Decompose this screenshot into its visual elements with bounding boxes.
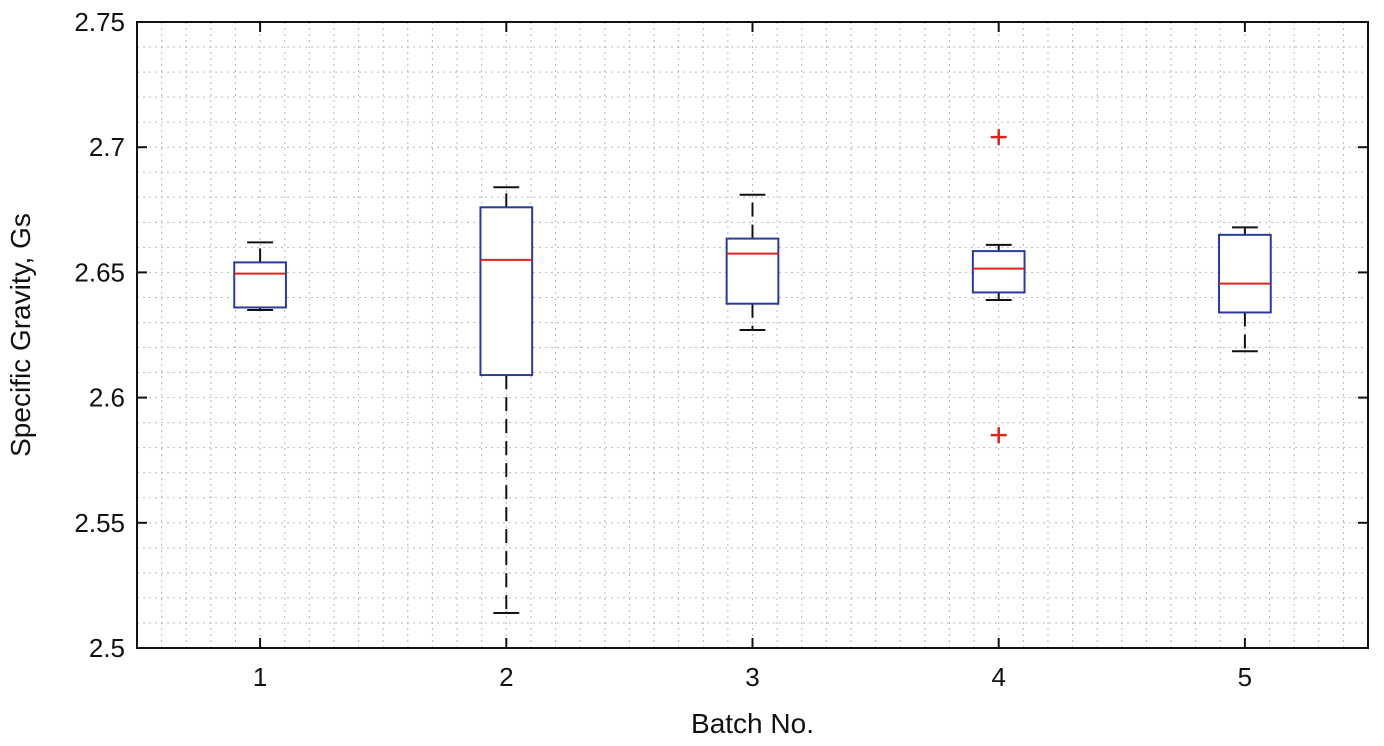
box-series [233, 129, 1272, 614]
box-batch-1 [233, 241, 287, 311]
iqr-box [1218, 233, 1272, 314]
x-tick-label: 1 [253, 662, 267, 692]
x-axis-label: Batch No. [691, 708, 814, 739]
outlier-marker [990, 129, 1007, 146]
y-tick-label: 2.65 [74, 257, 125, 287]
box-batch-2 [479, 186, 534, 614]
y-tick-label: 2.6 [89, 383, 125, 413]
x-tick-label: 4 [991, 662, 1005, 692]
y-tick-label: 2.5 [89, 633, 125, 663]
y-tick-label: 2.75 [74, 7, 125, 37]
x-tick-label: 3 [745, 662, 759, 692]
x-tick-label: 5 [1238, 662, 1252, 692]
iqr-box [479, 206, 534, 377]
outlier-marker [990, 427, 1007, 444]
x-axis: 1 2 3 4 5 [253, 22, 1252, 692]
iqr-box [725, 237, 780, 305]
box-batch-3 [725, 193, 780, 331]
iqr-box [233, 261, 287, 309]
y-tick-label: 2.55 [74, 508, 125, 538]
y-axis-label: Specific Gravity, Gs [5, 213, 36, 457]
y-axis: 2.5 2.55 2.6 2.65 2.7 2.75 [74, 7, 1368, 663]
grid-lines [137, 22, 1368, 648]
iqr-box [971, 250, 1026, 294]
box-batch-4 [971, 129, 1026, 444]
box-batch-5 [1218, 226, 1272, 353]
x-tick-label: 2 [499, 662, 513, 692]
y-tick-label: 2.7 [89, 132, 125, 162]
